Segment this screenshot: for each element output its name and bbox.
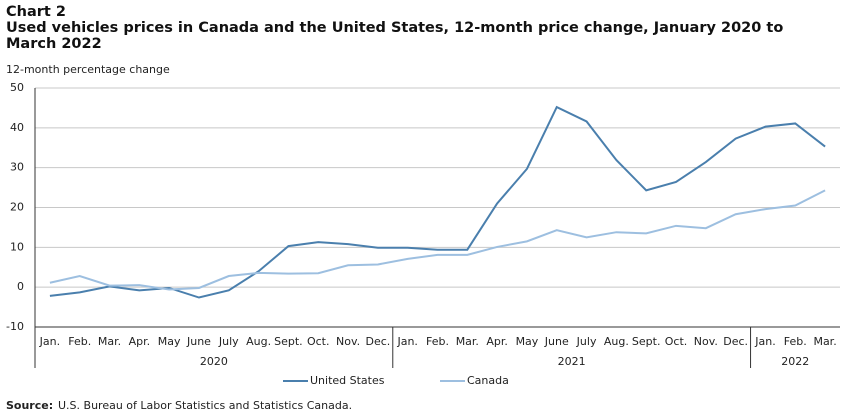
x-tick-label: Dec. — [723, 335, 748, 348]
x-tick-label: June — [544, 335, 569, 348]
source: U.S. Bureau of Labor Statistics and Stat… — [58, 399, 352, 412]
x-tick-label: Dec. — [365, 335, 390, 348]
series-line — [49, 105, 826, 299]
x-tick-label: May — [158, 335, 181, 348]
x-tick-label: Apr. — [486, 335, 508, 348]
x-tick-label: Feb. — [426, 335, 449, 348]
x-group-label: 2020 — [200, 355, 228, 368]
x-tick-label: Oct. — [307, 335, 330, 348]
x-tick-label: Mar. — [813, 335, 836, 348]
series-line — [49, 189, 826, 291]
x-tick-label: June — [186, 335, 211, 348]
x-tick-label: Oct. — [665, 335, 688, 348]
x-tick-label: Mar. — [456, 335, 479, 348]
x-tick-label: Nov. — [336, 335, 360, 348]
header: Chart 2 Used vehicles prices in Canada a… — [6, 4, 806, 52]
y-tick-label: -10 — [6, 320, 24, 333]
x-tick-label: Sept. — [632, 335, 661, 348]
x-tick-label: Jan. — [396, 335, 417, 348]
x-tick-label: Apr. — [129, 335, 151, 348]
x-tick-label: May — [516, 335, 539, 348]
x-tick-label: Nov. — [694, 335, 718, 348]
x-tick-label: Feb. — [68, 335, 91, 348]
x-tick-label: Jan. — [39, 335, 60, 348]
x-tick-label: Jan. — [754, 335, 775, 348]
y-tick-label: 10 — [10, 240, 24, 253]
legend-label: Canada — [467, 374, 509, 387]
x-group-label: 2022 — [781, 355, 809, 368]
x-group-label: 2021 — [558, 355, 586, 368]
y-tick-label: 0 — [17, 280, 24, 293]
y-tick-label: 50 — [10, 81, 24, 94]
x-tick-label: Sept. — [274, 335, 303, 348]
legend-label: United States — [310, 374, 385, 387]
y-tick-label: 40 — [10, 121, 24, 134]
y-tick-label: 20 — [10, 201, 24, 214]
y-axis-label: 12-month percentage change — [6, 63, 170, 76]
x-tick-label: Feb. — [784, 335, 807, 348]
x-tick-label: July — [218, 335, 239, 348]
chart-label: Chart 2 — [6, 4, 66, 20]
y-tick-label: 30 — [10, 161, 24, 174]
source-label: Source: — [6, 399, 53, 412]
x-tick-label: Mar. — [98, 335, 121, 348]
x-tick-label: Aug. — [604, 335, 629, 348]
chart-title: Used vehicles prices in Canada and the U… — [6, 20, 784, 52]
x-tick-label: July — [576, 335, 597, 348]
x-tick-label: Aug. — [246, 335, 271, 348]
